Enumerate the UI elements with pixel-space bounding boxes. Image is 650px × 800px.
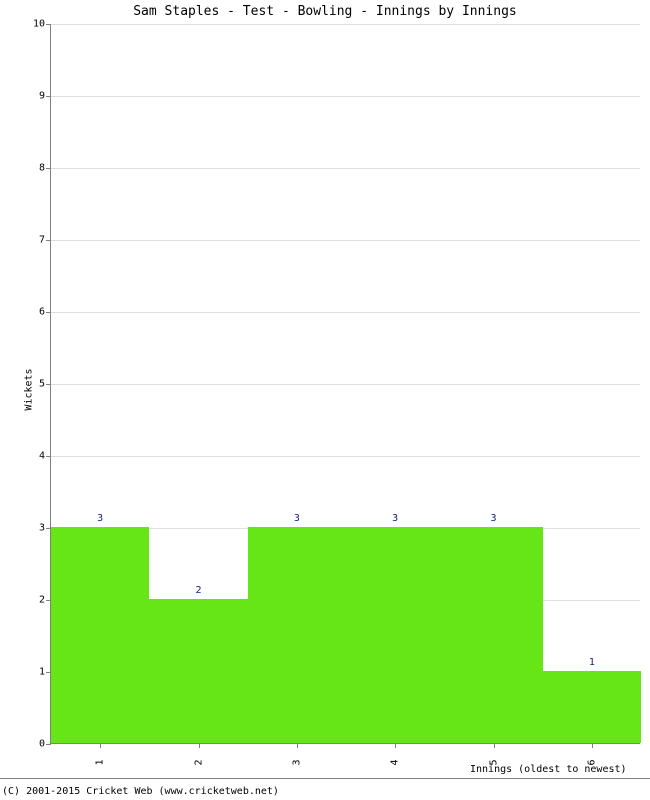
- ytick-label: 0: [39, 739, 45, 750]
- ytick-mark: [46, 744, 51, 745]
- footer-divider: [0, 778, 650, 779]
- chart-container: Sam Staples - Test - Bowling - Innings b…: [0, 0, 650, 800]
- bar-value-label: 3: [294, 513, 300, 524]
- xtick-label: 4: [390, 759, 401, 765]
- xtick-mark: [100, 743, 101, 748]
- xtick-mark: [297, 743, 298, 748]
- ytick-mark: [46, 312, 51, 313]
- chart-title: Sam Staples - Test - Bowling - Innings b…: [0, 4, 650, 19]
- ytick-label: 7: [39, 235, 45, 246]
- gridline: [51, 240, 640, 241]
- ytick-label: 6: [39, 307, 45, 318]
- ytick-mark: [46, 240, 51, 241]
- bar: [51, 527, 149, 743]
- bar-value-label: 1: [589, 657, 595, 668]
- copyright-footer: (C) 2001-2015 Cricket Web (www.cricketwe…: [2, 786, 279, 797]
- ytick-label: 10: [33, 19, 45, 30]
- ytick-label: 5: [39, 379, 45, 390]
- y-axis-label: Wickets: [24, 368, 35, 410]
- ytick-label: 9: [39, 91, 45, 102]
- bar-value-label: 3: [392, 513, 398, 524]
- ytick-mark: [46, 24, 51, 25]
- ytick-mark: [46, 456, 51, 457]
- ytick-mark: [46, 96, 51, 97]
- bar-value-label: 2: [195, 585, 201, 596]
- gridline: [51, 96, 640, 97]
- xtick-label: 1: [95, 759, 106, 765]
- ytick-label: 2: [39, 595, 45, 606]
- gridline: [51, 384, 640, 385]
- gridline: [51, 456, 640, 457]
- ytick-label: 8: [39, 163, 45, 174]
- gridline: [51, 168, 640, 169]
- xtick-label: 3: [291, 759, 302, 765]
- xtick-mark: [395, 743, 396, 748]
- ytick-label: 1: [39, 667, 45, 678]
- gridline: [51, 312, 640, 313]
- gridline: [51, 24, 640, 25]
- xtick-mark: [199, 743, 200, 748]
- ytick-label: 4: [39, 451, 45, 462]
- bar: [346, 527, 444, 743]
- xtick-mark: [592, 743, 593, 748]
- bar: [248, 527, 346, 743]
- ytick-mark: [46, 384, 51, 385]
- ytick-mark: [46, 168, 51, 169]
- xtick-mark: [494, 743, 495, 748]
- ytick-label: 3: [39, 523, 45, 534]
- plot-area: 012345678910312233343516: [50, 24, 640, 744]
- x-axis-label: Innings (oldest to newest): [470, 764, 627, 775]
- bar: [149, 599, 247, 743]
- xtick-label: 2: [193, 759, 204, 765]
- bar-value-label: 3: [97, 513, 103, 524]
- bar-value-label: 3: [490, 513, 496, 524]
- bar: [444, 527, 542, 743]
- bar: [543, 671, 641, 743]
